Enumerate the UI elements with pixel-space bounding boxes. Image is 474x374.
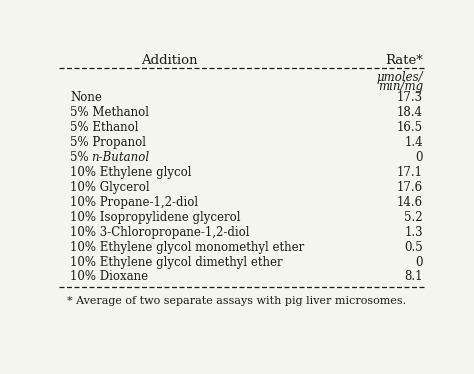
Text: 8.1: 8.1 [404,270,423,283]
Text: 0: 0 [415,255,423,269]
Text: * Average of two separate assays with pig liver microsomes.: * Average of two separate assays with pi… [66,295,406,306]
Text: 5% Methanol: 5% Methanol [70,106,149,119]
Text: 5%: 5% [70,151,92,164]
Text: 16.5: 16.5 [397,121,423,134]
Text: 1.3: 1.3 [404,226,423,239]
Text: 17.1: 17.1 [397,166,423,179]
Text: 10% Isopropylidene glycerol: 10% Isopropylidene glycerol [70,211,241,224]
Text: 18.4: 18.4 [397,106,423,119]
Text: 10% 3-Chloropropane-1,2-diol: 10% 3-Chloropropane-1,2-diol [70,226,250,239]
Text: n-Butanol: n-Butanol [91,151,150,164]
Text: None: None [70,91,102,104]
Text: 0.5: 0.5 [404,240,423,254]
Text: Addition: Addition [141,54,198,67]
Text: 10% Ethylene glycol monomethyl ether: 10% Ethylene glycol monomethyl ether [70,240,304,254]
Text: 10% Ethylene glycol dimethyl ether: 10% Ethylene glycol dimethyl ether [70,255,283,269]
Text: 14.6: 14.6 [397,196,423,209]
Text: 17.3: 17.3 [397,91,423,104]
Text: 10% Dioxane: 10% Dioxane [70,270,148,283]
Text: 10% Propane-1,2-diol: 10% Propane-1,2-diol [70,196,199,209]
Text: 0: 0 [415,151,423,164]
Text: μmoles/: μmoles/ [376,71,423,85]
Text: Rate*: Rate* [385,54,423,67]
Text: 1.4: 1.4 [404,136,423,149]
Text: 10% Ethylene glycol: 10% Ethylene glycol [70,166,192,179]
Text: 5% Propanol: 5% Propanol [70,136,146,149]
Text: 5% Ethanol: 5% Ethanol [70,121,139,134]
Text: 17.6: 17.6 [397,181,423,194]
Text: min/mg: min/mg [378,80,423,93]
Text: 10% Glycerol: 10% Glycerol [70,181,150,194]
Text: 5.2: 5.2 [404,211,423,224]
